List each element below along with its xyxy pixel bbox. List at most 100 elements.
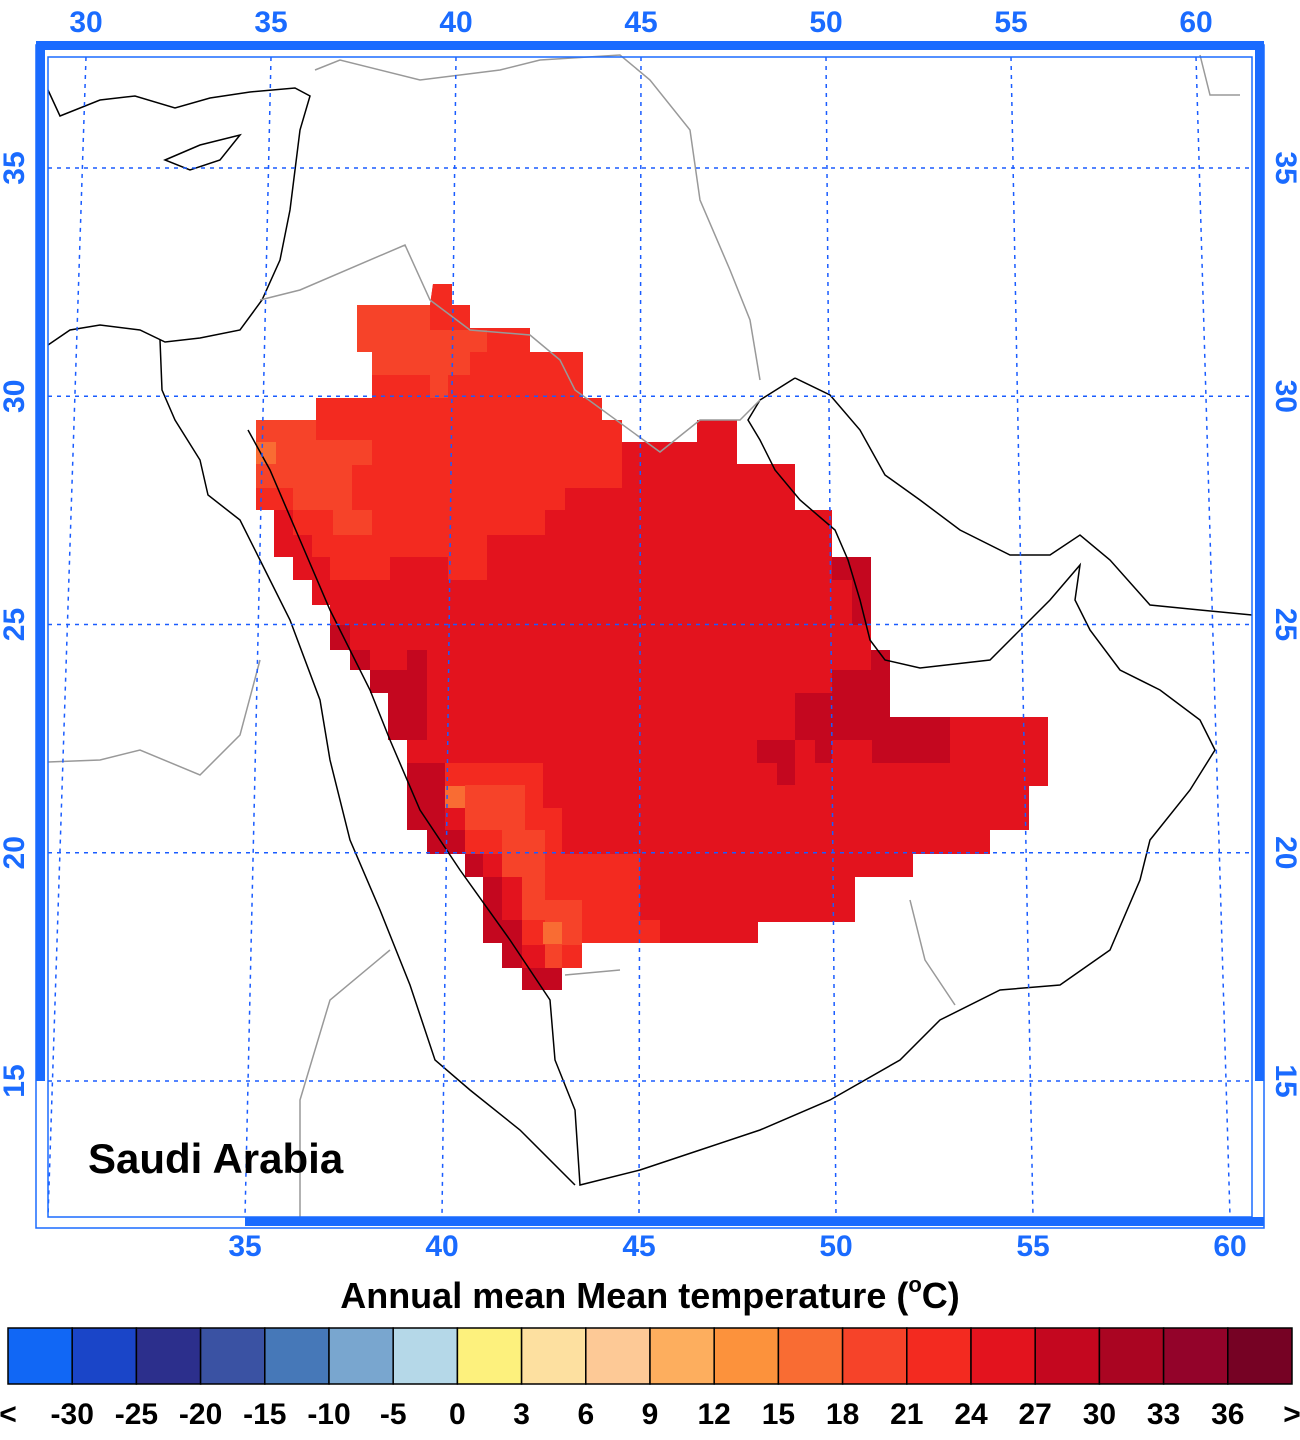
colorbar-label: -10 (307, 1398, 350, 1431)
left-tick-label: 25 (0, 608, 31, 641)
colorbar-box (1034, 1327, 1101, 1385)
colorbar-box (135, 1327, 202, 1385)
colorbar-box (264, 1327, 330, 1385)
colorbar-label: 12 (698, 1398, 731, 1431)
colorbar-label: 27 (1019, 1398, 1052, 1431)
coastline (794, 377, 1253, 616)
meridian (47, 56, 87, 1218)
border (564, 969, 621, 976)
top-tick-label: 35 (254, 6, 287, 39)
borders (47, 54, 1240, 1217)
field-18 (256, 420, 372, 535)
colorbar-box (392, 1327, 459, 1385)
temperature-field (256, 284, 1048, 990)
frame-bar (245, 1217, 1264, 1226)
colorbar-label: -20 (179, 1398, 222, 1431)
colorbar-label: 33 (1147, 1398, 1180, 1431)
bottom-tick-label: 55 (1016, 1230, 1049, 1263)
colorbar-label: 3 (513, 1398, 530, 1431)
meridian (441, 56, 457, 1218)
colorbar-label: 18 (826, 1398, 859, 1431)
colorbar-box (71, 1327, 138, 1385)
top-tick-label: 55 (994, 6, 1027, 39)
graticule (47, 56, 1252, 1218)
colorbar-box (328, 1327, 394, 1385)
coastline (47, 87, 311, 346)
bottom-tick-label: 60 (1213, 1230, 1246, 1263)
border (47, 659, 261, 776)
colorbar-box (1162, 1327, 1229, 1385)
region-label: Saudi Arabia (88, 1135, 344, 1182)
colorbar-box (970, 1327, 1036, 1385)
field-27 (330, 625, 562, 990)
coastline (163, 133, 242, 171)
bottom-tick-label: 50 (819, 1230, 852, 1263)
colorbar-box (1227, 1327, 1293, 1385)
colorbar-box (649, 1327, 715, 1385)
colorbar-label: 6 (577, 1398, 594, 1431)
colorbar-label: -25 (115, 1398, 158, 1431)
colorbar-box (841, 1327, 908, 1385)
top-tick-label: 45 (624, 6, 657, 39)
meridian (638, 56, 642, 1218)
field-15 (445, 786, 465, 808)
top-tick-label: 50 (809, 6, 842, 39)
right-tick-label: 15 (1269, 1064, 1300, 1097)
colorbar-box (199, 1327, 266, 1385)
colorbar-label: 36 (1211, 1398, 1244, 1431)
border (299, 949, 391, 1217)
coastline (247, 377, 1216, 1186)
colorbar-label: -15 (243, 1398, 286, 1431)
colorbar-label: < (0, 1398, 17, 1431)
colorbar: < -30 -25 -20 -15 -10 -5 0 3 6 9 12 15 18 21 24 27 30 33 36… (0, 1327, 1300, 1431)
bottom-tick-label: 40 (425, 1230, 458, 1263)
frame-bar (36, 41, 1264, 50)
colorbar-label: -30 (51, 1398, 94, 1431)
colorbar-label: 30 (1083, 1398, 1116, 1431)
colorbar-label: 9 (642, 1398, 659, 1431)
colorbar-box (456, 1327, 523, 1385)
field-15 (256, 442, 276, 464)
colorbar-box (906, 1327, 972, 1385)
title-part: C) (922, 1275, 960, 1316)
colorbar-label: 24 (954, 1398, 988, 1431)
frame-bar (1255, 45, 1264, 1081)
colorbar-box (1098, 1327, 1165, 1385)
title-part: Annual mean Mean temperature ( (340, 1275, 908, 1316)
left-tick-label: 15 (0, 1064, 31, 1097)
meridian (1010, 56, 1034, 1218)
field-15 (543, 922, 562, 944)
title-superscript: o (908, 1272, 921, 1297)
right-tick-label: 35 (1269, 151, 1300, 184)
colorbar-title: Annual mean Mean temperature (oC) (340, 1272, 960, 1316)
colorbar-label: 21 (890, 1398, 923, 1431)
border (1199, 54, 1240, 96)
right-tick-label: 20 (1269, 836, 1300, 869)
top-tick-label: 30 (69, 6, 102, 39)
top-tick-label: 60 (1179, 6, 1212, 39)
left-tick-label: 20 (0, 836, 31, 869)
meridian (1195, 56, 1231, 1218)
coastline (159, 339, 576, 1186)
colorbar-label: 15 (762, 1398, 795, 1431)
field-27 (757, 650, 950, 785)
colorbar-box (777, 1327, 844, 1385)
colorbar-box (713, 1327, 780, 1385)
colorbar-label: > (1283, 1398, 1300, 1431)
frame-bar (36, 45, 45, 1081)
bottom-tick-label: 35 (228, 1230, 261, 1263)
right-tick-label: 25 (1269, 608, 1300, 641)
border (909, 899, 956, 1006)
meridian (244, 56, 272, 1218)
colorbar-label: 0 (449, 1398, 466, 1431)
meridian (825, 56, 837, 1218)
border (314, 54, 761, 381)
bottom-tick-label: 45 (622, 1230, 655, 1263)
top-tick-label: 40 (439, 6, 472, 39)
left-tick-label: 30 (0, 380, 31, 413)
border (259, 244, 761, 453)
colorbar-label: -5 (380, 1398, 407, 1431)
field-18 (357, 305, 487, 398)
colorbar-box (520, 1327, 587, 1385)
